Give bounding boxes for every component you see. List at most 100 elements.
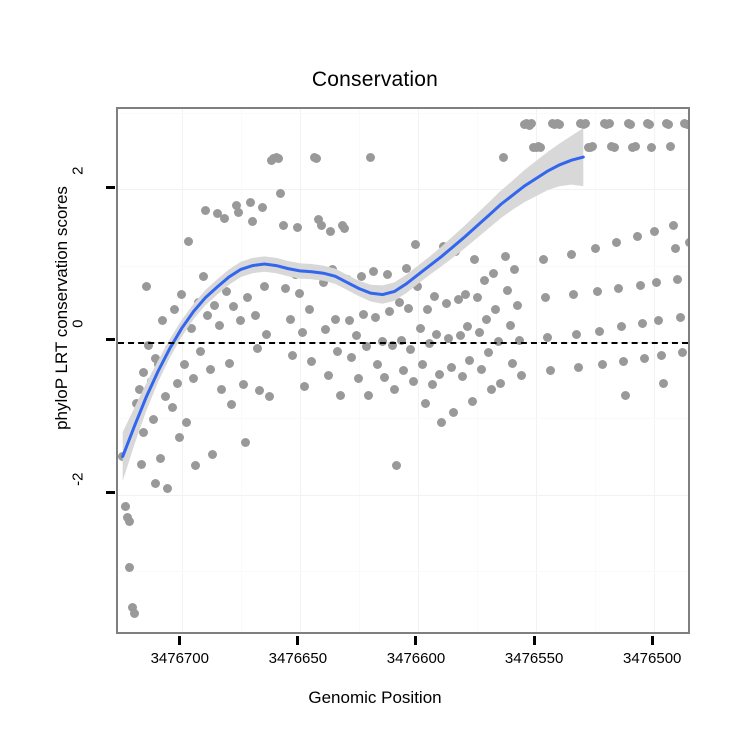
scatter-point (652, 277, 662, 287)
scatter-point (670, 244, 680, 254)
scatter-point (515, 335, 525, 345)
scatter-point (434, 369, 444, 379)
scatter-point (647, 142, 657, 152)
grid-line-vertical (181, 109, 183, 632)
scatter-point (125, 516, 135, 526)
scatter-point (125, 562, 135, 572)
scatter-point (571, 329, 581, 339)
scatter-point (257, 203, 267, 213)
scatter-point (640, 354, 650, 364)
scatter-point (304, 305, 314, 315)
y-axis-tick-label: 2 (69, 166, 87, 176)
grid-line-vertical (654, 109, 656, 632)
scatter-point (446, 363, 456, 373)
scatter-point (543, 332, 553, 342)
x-axis-tick (296, 636, 300, 645)
scatter-point (177, 290, 187, 300)
scatter-point (156, 453, 166, 463)
y-axis-tick (106, 491, 115, 495)
scatter-point (189, 374, 199, 384)
scatter-point (465, 355, 475, 365)
scatter-point (545, 366, 555, 376)
x-axis-tick-label: 3476600 (386, 650, 446, 667)
scatter-point (479, 276, 489, 286)
scatter-point (474, 328, 484, 338)
scatter-point (259, 282, 269, 292)
scatter-point (137, 459, 147, 469)
scatter-point (538, 254, 548, 264)
scatter-point (385, 306, 395, 316)
scatter-point (148, 415, 158, 425)
scatter-point (333, 346, 343, 356)
scatter-point (255, 386, 265, 396)
scatter-point (163, 484, 173, 494)
scatter-point (614, 283, 624, 293)
scatter-point (151, 478, 161, 488)
scatter-point (666, 141, 676, 151)
scatter-point (673, 274, 683, 284)
scatter-point (229, 302, 239, 312)
scatter-point (626, 119, 636, 129)
scatter-point (453, 295, 463, 305)
grid-line-vertical (536, 109, 538, 632)
scatter-point (415, 323, 425, 333)
scatter-point (174, 432, 184, 442)
scatter-point (288, 351, 298, 361)
scatter-point (517, 371, 527, 381)
scatter-point (611, 238, 621, 248)
scatter-point (567, 249, 577, 259)
scatter-point (366, 152, 376, 162)
scatter-point (252, 343, 262, 353)
scatter-point (212, 209, 222, 219)
scatter-point (460, 290, 470, 300)
scatter-point (380, 372, 390, 382)
grid-line-vertical-minor (240, 109, 242, 632)
scatter-point (654, 316, 664, 326)
x-axis-tick-label: 3476700 (150, 650, 209, 667)
scatter-point (344, 316, 354, 326)
scatter-point (198, 271, 208, 281)
scatter-point (644, 119, 654, 129)
scatter-point (389, 384, 399, 394)
scatter-point (281, 283, 291, 293)
scatter-point (226, 400, 236, 410)
grid-line-vertical-minor (595, 109, 597, 632)
scatter-point (635, 280, 645, 290)
scatter-point (278, 221, 288, 231)
grid-line-horizontal (118, 494, 688, 496)
grid-line-horizontal-minor (118, 112, 688, 114)
scatter-point (588, 141, 598, 151)
scatter-point (536, 142, 546, 152)
scatter-point (432, 329, 442, 339)
scatter-point (382, 270, 392, 280)
scatter-point (363, 390, 373, 400)
chart-title: Conservation (311, 68, 439, 91)
x-axis-tick (414, 636, 418, 645)
scatter-point (196, 346, 206, 356)
scatter-point (437, 417, 447, 427)
scatter-point (219, 213, 229, 223)
scatter-point (399, 366, 409, 376)
scatter-point (470, 254, 480, 264)
scatter-point (396, 335, 406, 345)
scatter-point (668, 221, 678, 231)
scatter-point (649, 226, 659, 236)
scatter-point (248, 216, 258, 226)
scatter-point (597, 360, 607, 370)
loess-overlay (121, 128, 585, 481)
scatter-point (340, 224, 350, 234)
scatter-point (217, 384, 227, 394)
scatter-point (675, 313, 685, 322)
scatter-point (555, 119, 565, 129)
scatter-point (321, 325, 331, 335)
scatter-point (233, 207, 243, 217)
scatter-point (496, 378, 506, 388)
scatter-point (463, 322, 473, 332)
scatter-point (408, 377, 418, 387)
grid-line-vertical-minor (358, 109, 360, 632)
scatter-point (160, 392, 170, 402)
scatter-point (241, 438, 251, 448)
scatter-point (224, 358, 234, 368)
y-axis-label: phyloP LRT conservation scores (52, 186, 71, 430)
